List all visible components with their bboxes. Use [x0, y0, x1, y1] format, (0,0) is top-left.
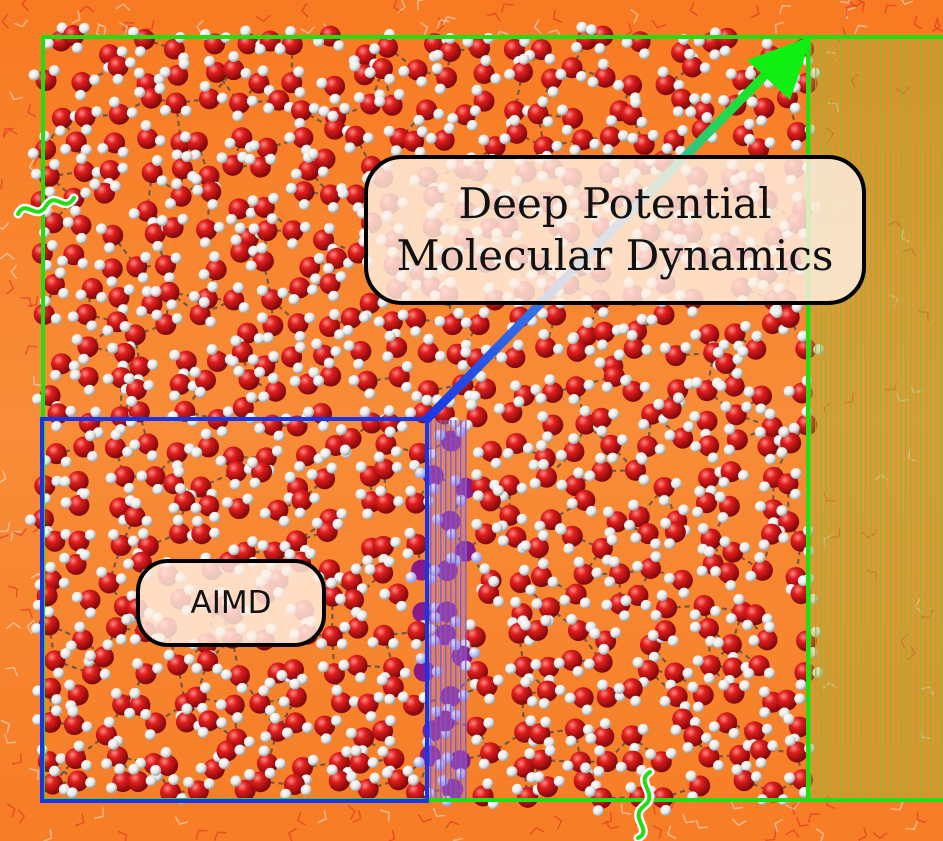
dpmd-label-line2: Molecular Dynamics	[396, 231, 834, 280]
wavy-break-icon	[633, 767, 655, 841]
periodic-image-strip-right	[810, 36, 943, 800]
dpmd-label-line1: Deep Potential	[458, 179, 772, 228]
periodic-image-strip-aimd	[427, 420, 467, 801]
aimd-label: AIMD	[136, 559, 326, 647]
wavy-break-icon	[13, 193, 79, 219]
dpmd-label: Deep Potential Molecular Dynamics	[364, 155, 866, 305]
aimd-label-text: AIMD	[190, 585, 272, 621]
aimd-simulation-box	[40, 417, 429, 803]
